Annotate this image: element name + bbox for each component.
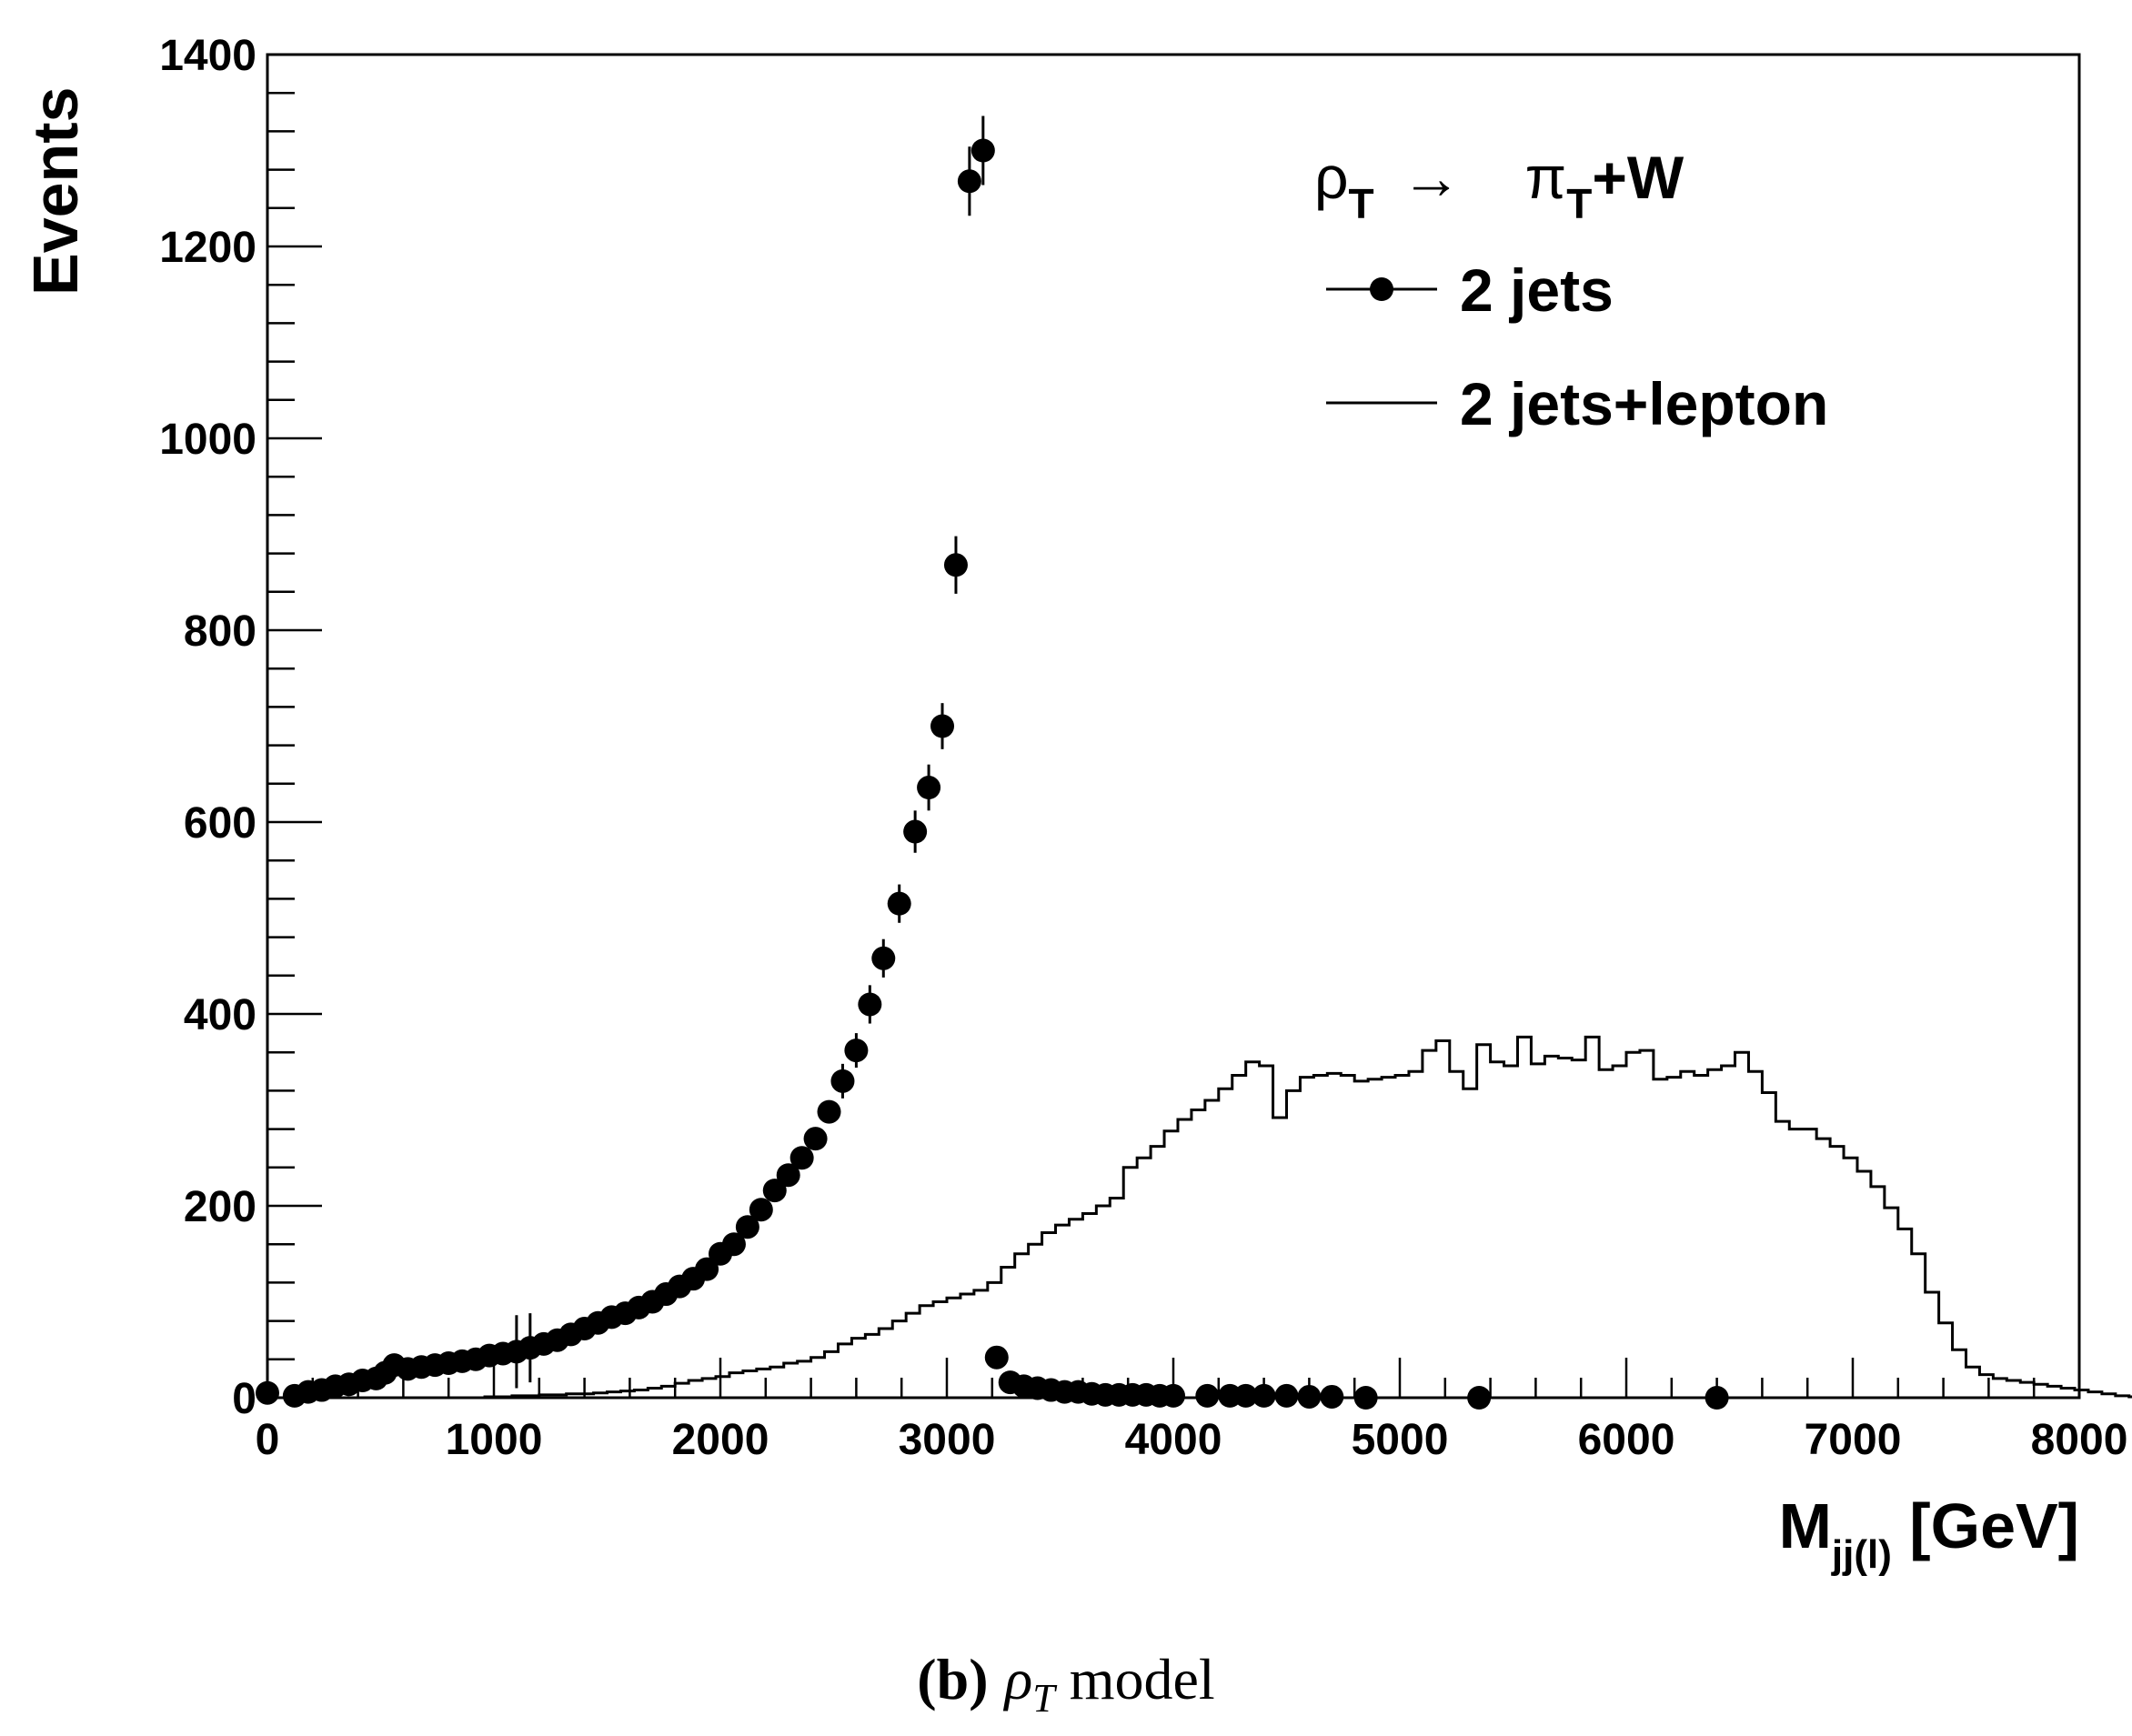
x-tick-label: 1000 xyxy=(446,1416,543,1464)
x-tick-label: 2000 xyxy=(672,1416,769,1464)
data-point xyxy=(817,1099,841,1124)
y-tick-label: 1200 xyxy=(159,224,256,272)
data-point xyxy=(803,1127,828,1151)
y-tick-label: 1000 xyxy=(159,416,256,464)
data-point xyxy=(871,946,896,970)
data-point xyxy=(957,169,981,194)
caption-symbol-subscript: T xyxy=(1032,1676,1058,1721)
y-tick-label: 200 xyxy=(184,1183,256,1231)
data-point xyxy=(1705,1386,1729,1410)
y-tick-label: 0 xyxy=(232,1375,256,1423)
x-axis-tick-labels: 0 1000 2000 3000 4000 5000 6000 7000 8000 xyxy=(256,1416,2128,1464)
y-tick-label: 800 xyxy=(184,607,256,656)
data-point xyxy=(776,1163,800,1188)
data-point xyxy=(1233,1383,1258,1408)
legend-header-rest: +W xyxy=(1592,144,1684,211)
legend-pi: π xyxy=(1525,144,1567,211)
data-point xyxy=(762,1179,787,1203)
data-point xyxy=(1252,1383,1276,1408)
data-point xyxy=(930,714,955,738)
series-2-jets-markers xyxy=(256,138,1729,1410)
x-tick-label: 4000 xyxy=(1125,1416,1222,1464)
data-point xyxy=(917,776,941,800)
x-axis-title-main: M xyxy=(1779,1490,1832,1561)
x-axis-title-suffix: [GeV] xyxy=(1892,1490,2079,1561)
x-tick-label: 7000 xyxy=(1805,1416,1902,1464)
data-point xyxy=(1467,1386,1492,1410)
data-point xyxy=(903,819,928,844)
series-2-jets-lepton-histogram xyxy=(267,1035,2132,1400)
y-tick-label: 1400 xyxy=(159,32,256,80)
data-point xyxy=(970,138,995,163)
x-axis-title: Mjj(l) [GeV] xyxy=(1779,1490,2079,1577)
x-tick-label: 3000 xyxy=(899,1416,996,1464)
legend: ρT → πT+W 2 jets 2 jets+lepton xyxy=(1314,144,1828,437)
y-tick-label: 400 xyxy=(184,991,256,1039)
data-point xyxy=(858,992,882,1017)
legend-2-jets-lepton-label: 2 jets+lepton xyxy=(1460,370,1828,437)
data-point xyxy=(943,553,968,577)
data-point xyxy=(695,1257,719,1281)
data-point xyxy=(721,1232,746,1257)
legend-pi-subscript: T xyxy=(1566,180,1592,227)
x-tick-label: 6000 xyxy=(1578,1416,1675,1464)
caption-panel: (b) xyxy=(917,1647,988,1711)
data-point xyxy=(1353,1386,1378,1410)
y-axis-tick-labels: 0 200 400 600 800 1000 1200 1400 xyxy=(159,32,256,1423)
x-tick-label: 0 xyxy=(256,1416,280,1464)
data-point xyxy=(789,1146,814,1170)
legend-header: ρT → πT+W xyxy=(1314,144,1684,227)
data-point xyxy=(749,1198,773,1222)
y-tick-label: 600 xyxy=(184,799,256,848)
data-point xyxy=(984,1345,1009,1370)
legend-rho: ρ xyxy=(1314,144,1349,211)
legend-arrow: → xyxy=(1402,144,1462,211)
caption-text: model xyxy=(1055,1647,1215,1711)
x-tick-label: 5000 xyxy=(1352,1416,1449,1464)
data-point xyxy=(1274,1383,1299,1408)
data-point xyxy=(1195,1383,1220,1408)
data-point xyxy=(1162,1383,1185,1408)
data-point xyxy=(735,1215,759,1239)
caption-symbol: ρ xyxy=(1003,1647,1033,1711)
data-point xyxy=(256,1380,279,1405)
x-tick-label: 8000 xyxy=(2031,1416,2128,1464)
data-point xyxy=(844,1039,869,1063)
figure-caption: (b) ρT model xyxy=(917,1647,1214,1721)
data-point xyxy=(830,1069,855,1093)
y-axis-title: Events xyxy=(20,86,91,296)
data-point xyxy=(887,891,911,916)
data-point xyxy=(1297,1384,1322,1409)
legend-2-jets-label: 2 jets xyxy=(1460,256,1614,324)
data-point xyxy=(1320,1384,1344,1409)
y-axis-ticks xyxy=(267,53,322,1400)
x-axis-title-subscript: jj(l) xyxy=(1831,1532,1892,1577)
legend-2-jets-marker xyxy=(1370,277,1393,301)
legend-rho-subscript: T xyxy=(1349,180,1374,227)
